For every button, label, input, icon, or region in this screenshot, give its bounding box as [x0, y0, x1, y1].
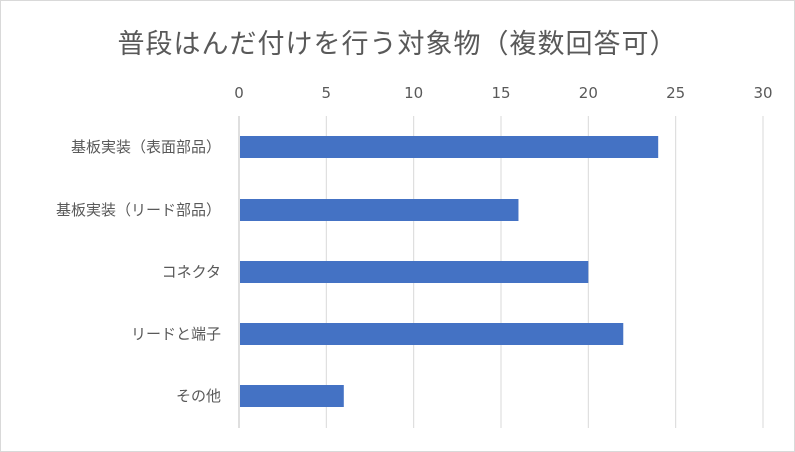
category-label: 基板実装（表面部品）: [71, 138, 221, 156]
bars: [240, 136, 659, 407]
bar: [240, 199, 519, 221]
chart-title: 普段はんだ付けを行う対象物（複数回答可）: [117, 29, 678, 60]
bar: [240, 261, 589, 283]
category-label: リードと端子: [131, 325, 221, 343]
x-tick-label: 5: [322, 84, 332, 102]
bar: [240, 385, 344, 407]
x-tick-label: 10: [404, 84, 423, 102]
category-label: コネクタ: [162, 263, 221, 281]
x-tick-label: 25: [666, 84, 685, 102]
bar: [240, 136, 659, 158]
bar: [240, 323, 624, 345]
x-tick-label: 20: [579, 84, 598, 102]
x-tick-label: 30: [753, 84, 772, 102]
category-label: 基板実装（リード部品）: [56, 201, 221, 219]
x-tick-label: 0: [234, 84, 244, 102]
x-tick-label: 15: [491, 84, 510, 102]
x-axis-tick-labels: 0 5 10 15 20 25 30: [234, 84, 772, 102]
category-label: その他: [176, 387, 221, 405]
